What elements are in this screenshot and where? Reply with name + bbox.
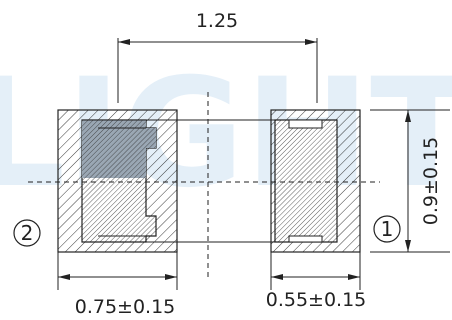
pin-1-label: 1: [381, 217, 394, 241]
pin-2-marker: 2: [13, 219, 41, 247]
height-dimension: 0.9±0.15: [370, 109, 450, 253]
right-pad-width-label: 0.55±0.15: [266, 289, 367, 311]
pin-2-label: 2: [21, 221, 34, 245]
left-pad-width-label: 0.75±0.15: [75, 296, 176, 318]
right-pad-width-dimension: 0.55±0.15: [266, 252, 367, 311]
right-pad: [270, 109, 361, 253]
left-pad-width-dimension: 0.75±0.15: [57, 252, 178, 318]
height-label: 0.9±0.15: [420, 137, 442, 225]
pin-1-marker: 1: [373, 215, 401, 243]
pitch-label: 1.25: [196, 10, 238, 32]
left-pad: [57, 109, 178, 253]
pitch-dimension: 1.25: [117, 10, 318, 103]
